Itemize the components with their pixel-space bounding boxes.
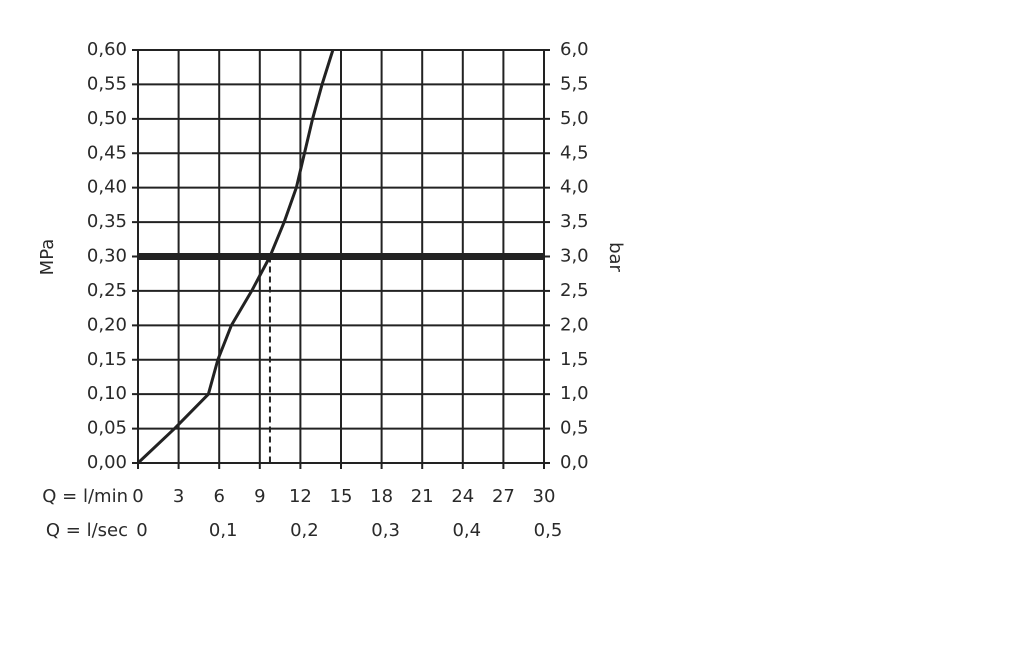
- x-tick-label: 30: [533, 486, 556, 507]
- y-tick-label: 0,30: [87, 246, 127, 267]
- y-tick-label: 0,15: [87, 349, 127, 370]
- x-tick-label: 21: [411, 486, 434, 507]
- y2-tick-label: 4,5: [560, 142, 589, 163]
- y-tick-label: 0,10: [87, 383, 127, 404]
- y-tick-label: 0,55: [87, 73, 127, 94]
- x-tick-label: 24: [451, 486, 474, 507]
- y-axis-label: MPa: [37, 239, 58, 276]
- x-tick-label: 27: [492, 486, 515, 507]
- y2-tick-label: 3,5: [560, 211, 589, 232]
- y-tick-label: 0,35: [87, 211, 127, 232]
- x2-tick-label: 0,5: [534, 520, 563, 541]
- y-tick-label: 0,00: [87, 452, 127, 473]
- x2-axis-label: Q = l/sec: [46, 520, 128, 541]
- x-tick-label: 18: [370, 486, 393, 507]
- x2-tick-label: 0,1: [209, 520, 238, 541]
- y2-tick-label: 5,0: [560, 108, 589, 129]
- x-tick-label: 12: [289, 486, 312, 507]
- x-axis-label: Q = l/min: [42, 486, 128, 507]
- y-tick-label: 0,45: [87, 142, 127, 163]
- y2-tick-label: 3,0: [560, 246, 589, 267]
- y2-tick-label: 1,5: [560, 349, 589, 370]
- x2-tick-label: 0,2: [290, 520, 319, 541]
- y-tick-label: 0,50: [87, 108, 127, 129]
- y2-tick-label: 5,5: [560, 73, 589, 94]
- x2-tick-label: 0,4: [452, 520, 481, 541]
- y2-tick-label: 1,0: [560, 383, 589, 404]
- y-tick-label: 0,60: [87, 39, 127, 60]
- x2-tick-label: 0: [136, 520, 147, 541]
- y2-tick-label: 0,0: [560, 452, 589, 473]
- x-tick-label: 3: [173, 486, 184, 507]
- y-tick-label: 0,40: [87, 177, 127, 198]
- x-tick-label: 0: [132, 486, 143, 507]
- x2-tick-label: 0,3: [371, 520, 400, 541]
- y2-tick-label: 0,5: [560, 418, 589, 439]
- y2-tick-label: 2,5: [560, 280, 589, 301]
- x-tick-label: 6: [213, 486, 224, 507]
- y2-tick-label: 4,0: [560, 177, 589, 198]
- y-tick-label: 0,25: [87, 280, 127, 301]
- curve: [136, 49, 335, 465]
- y2-axis-label: bar: [605, 242, 626, 272]
- y2-tick-label: 2,0: [560, 314, 589, 335]
- y2-tick-label: 6,0: [560, 39, 589, 60]
- x-tick-label: 9: [254, 486, 265, 507]
- y-tick-label: 0,05: [87, 418, 127, 439]
- x-tick-label: 15: [330, 486, 353, 507]
- y-tick-label: 0,20: [87, 314, 127, 335]
